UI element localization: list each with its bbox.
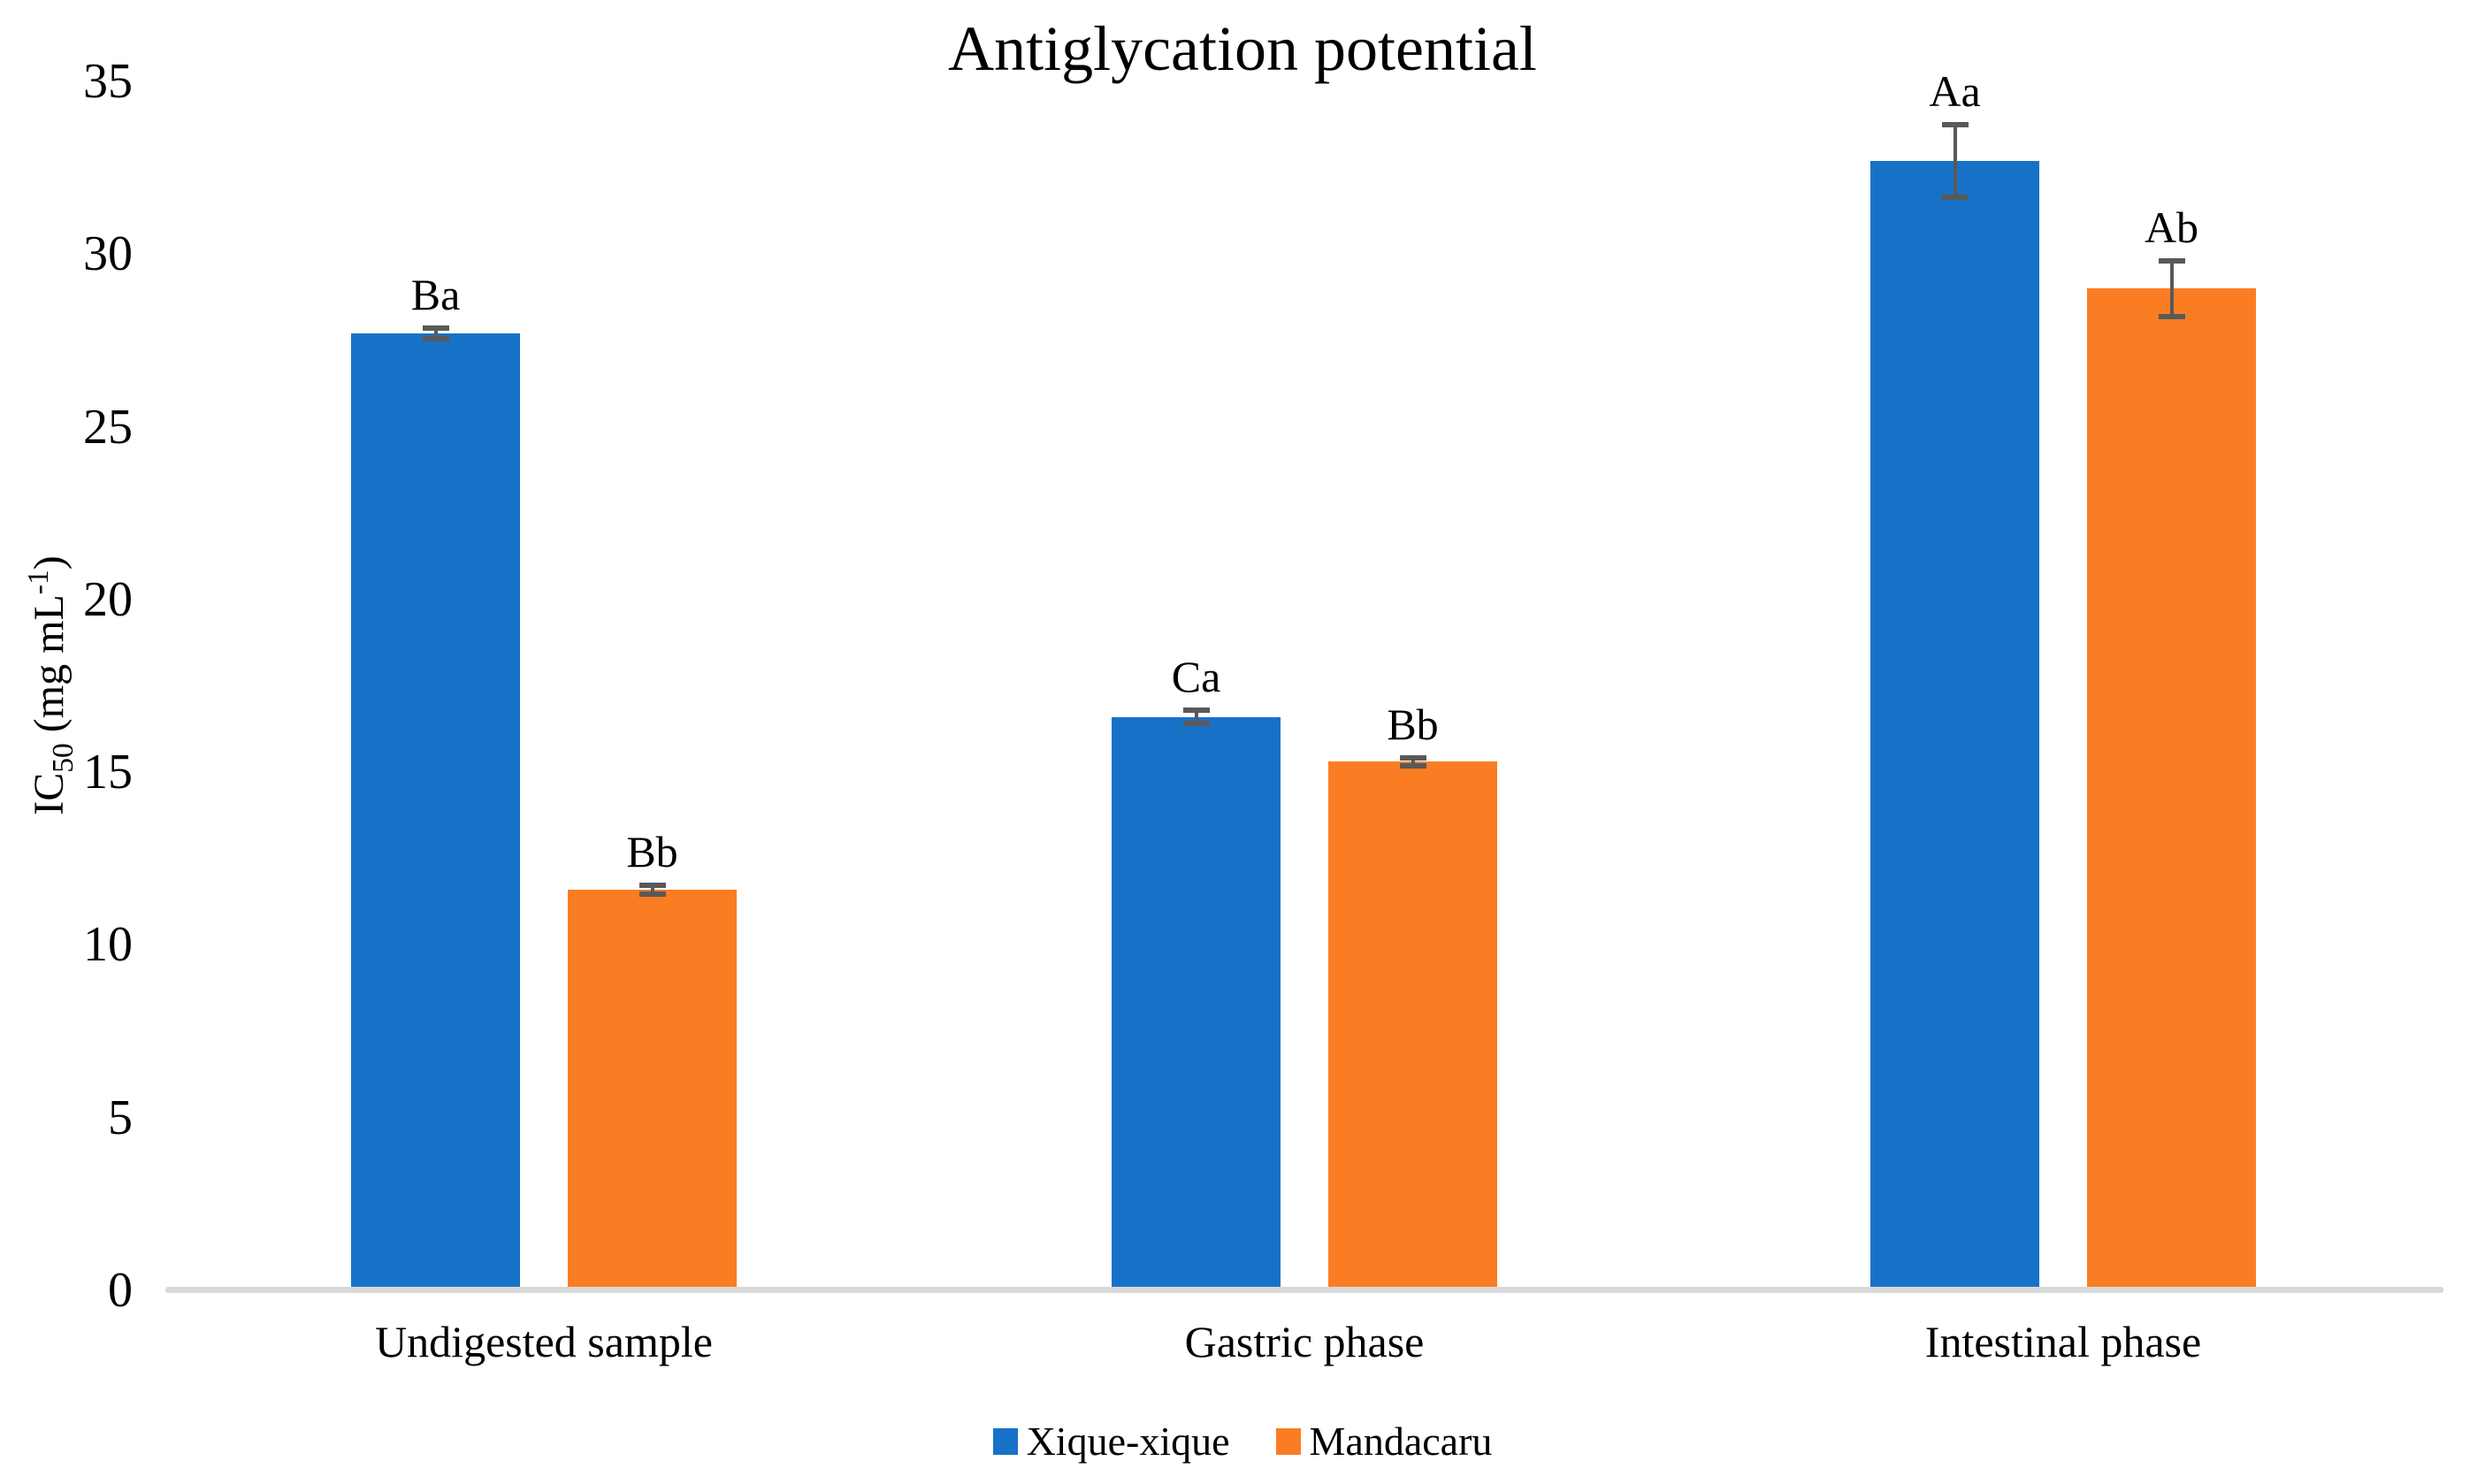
bar-xique-xique-cat2 bbox=[1112, 716, 1281, 1289]
x-axis-baseline bbox=[165, 1287, 2443, 1293]
y-tick-label: 20 bbox=[83, 571, 133, 627]
error-bar-cap bbox=[1399, 763, 1426, 769]
error-bar-stem bbox=[2169, 261, 2174, 317]
legend-label: Mandacaru bbox=[1309, 1419, 1493, 1464]
error-bar-stem bbox=[650, 885, 654, 894]
significance-label: Aa bbox=[1929, 65, 1981, 116]
legend: Xique-xique Mandacaru bbox=[0, 1417, 2485, 1466]
error-bar-cap bbox=[638, 883, 666, 889]
y-tick-label: 35 bbox=[83, 54, 133, 109]
error-bar-cap bbox=[1941, 121, 1969, 127]
y-tick-label: 30 bbox=[83, 226, 133, 282]
error-bar-stem bbox=[1953, 124, 1957, 197]
y-axis-title-suffix: ) bbox=[26, 555, 73, 570]
error-bar-stem bbox=[1411, 757, 1415, 767]
significance-label: Ca bbox=[1171, 651, 1221, 701]
legend-swatch-icon bbox=[1275, 1428, 1301, 1455]
error-bar-cap bbox=[1941, 194, 1969, 200]
chart-title: Antiglycation potential bbox=[948, 13, 1537, 84]
error-bar-cap bbox=[2158, 258, 2185, 264]
significance-label: Ab bbox=[2144, 203, 2199, 253]
error-bar-cap bbox=[422, 325, 449, 332]
error-bar-stem bbox=[1194, 709, 1198, 724]
x-category-label: Intestinal phase bbox=[1924, 1317, 2202, 1366]
bar-mandacaru-cat2 bbox=[1328, 761, 1497, 1289]
legend-swatch-icon bbox=[992, 1428, 1018, 1455]
y-tick-label: 25 bbox=[83, 399, 133, 455]
legend-label: Xique-xique bbox=[1026, 1419, 1230, 1464]
bar-xique-xique-cat3 bbox=[1870, 160, 2039, 1289]
x-category-label: Gastric phase bbox=[1184, 1317, 1425, 1366]
x-category-label: Undigested sample bbox=[375, 1317, 713, 1366]
legend-item-xique-xique: Xique-xique bbox=[992, 1417, 1230, 1466]
error-bar-cap bbox=[1182, 707, 1210, 713]
y-tick-label: 10 bbox=[83, 917, 133, 973]
significance-label: Bb bbox=[1387, 699, 1439, 749]
error-bar-cap bbox=[2158, 313, 2185, 319]
error-bar-cap bbox=[422, 335, 449, 341]
bar-mandacaru-cat1 bbox=[568, 889, 737, 1289]
error-bar-cap bbox=[1399, 754, 1426, 761]
bar-xique-xique-cat1 bbox=[351, 333, 520, 1289]
significance-label: Ba bbox=[410, 270, 461, 320]
y-tick-label: 5 bbox=[108, 1090, 133, 1145]
error-bar-cap bbox=[1182, 721, 1210, 727]
error-bar-stem bbox=[433, 328, 438, 339]
y-tick-label: 15 bbox=[83, 745, 133, 800]
y-tick-label: 0 bbox=[108, 1263, 133, 1318]
legend-item-mandacaru: Mandacaru bbox=[1275, 1417, 1493, 1466]
significance-label: Bb bbox=[626, 827, 678, 877]
bar-mandacaru-cat3 bbox=[2087, 288, 2256, 1289]
error-bar-cap bbox=[638, 891, 666, 897]
